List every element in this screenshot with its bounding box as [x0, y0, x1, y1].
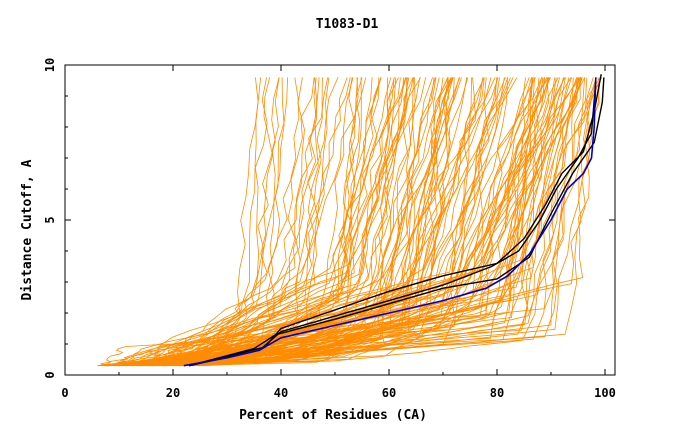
axes: 0 20 40 60 80 100 0 5 10: [43, 58, 616, 400]
background-curve: [123, 77, 487, 367]
background-curve: [123, 77, 602, 367]
black-series-line: [189, 77, 605, 367]
background-curve: [163, 77, 280, 367]
background-curve: [152, 77, 359, 367]
y-tick-label: 5: [43, 216, 57, 223]
background-curve: [178, 77, 560, 367]
background-curve: [105, 77, 449, 367]
background-curve: [106, 77, 315, 367]
chart-title: T1083-D1: [316, 17, 379, 32]
background-curve: [124, 77, 399, 367]
x-tick-label: 20: [166, 386, 180, 400]
background-curve: [101, 77, 268, 367]
highlight-curve: [183, 77, 597, 367]
background-curve: [114, 77, 406, 367]
background-curve: [117, 77, 514, 367]
background-curve: [161, 77, 392, 367]
background-curve: [189, 77, 261, 366]
background-curve: [160, 77, 421, 367]
x-axis-label: Percent of Residues (CA): [239, 408, 427, 423]
background-curve: [148, 77, 564, 367]
background-curve: [110, 77, 408, 367]
background-curve: [114, 77, 551, 367]
background-curve: [110, 77, 454, 367]
x-tick-label: 0: [61, 386, 68, 400]
black-series-line: [189, 74, 602, 367]
background-curve: [163, 77, 585, 367]
background-curve: [185, 77, 577, 367]
x-tick-label: 80: [490, 386, 504, 400]
x-tick-label: 100: [594, 386, 616, 400]
background-curve: [142, 77, 581, 367]
y-axis-label: Distance Cutoff, A: [20, 159, 35, 300]
highlight-series-line: [183, 77, 597, 367]
x-tick-label: 40: [274, 386, 288, 400]
black-curves: [189, 74, 605, 367]
background-curve: [104, 77, 536, 367]
y-tick-label: 10: [43, 58, 57, 72]
y-tick-label: 0: [43, 371, 57, 378]
x-tick-label: 60: [382, 386, 396, 400]
